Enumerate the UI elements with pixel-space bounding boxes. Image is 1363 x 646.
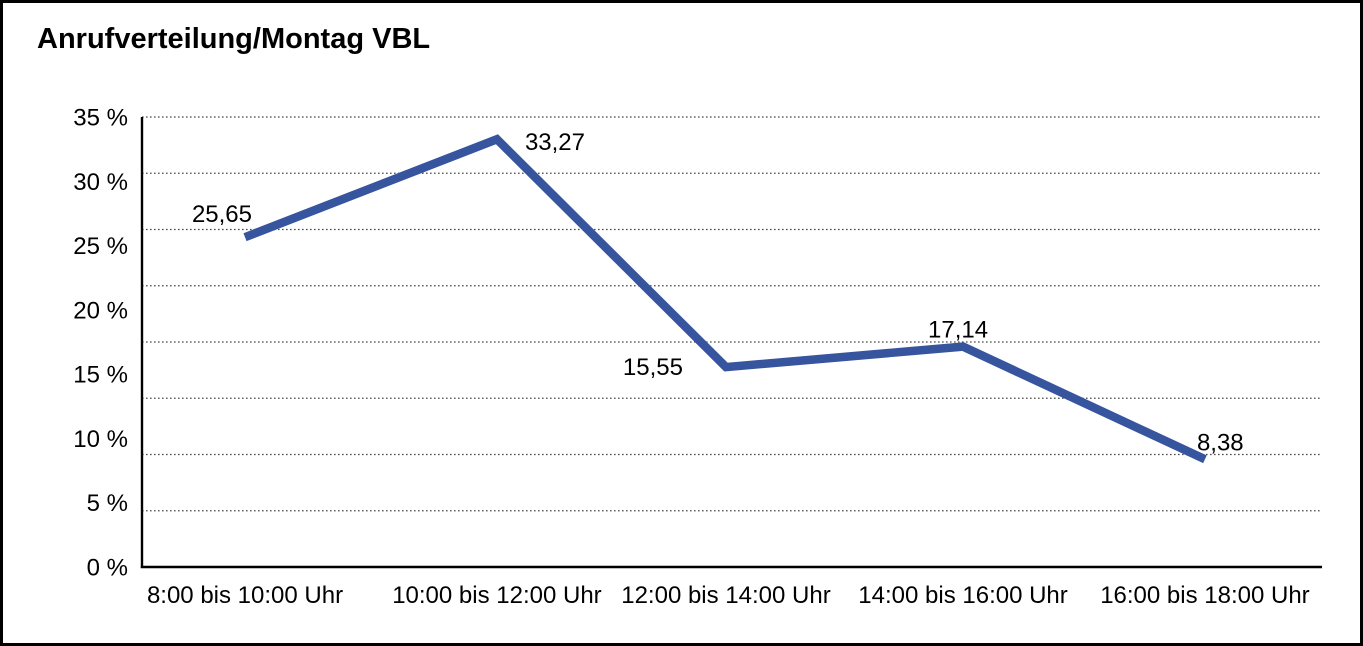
data-point-value-label: 8,38 — [1197, 429, 1244, 456]
y-axis-tick-label: 10 % — [73, 426, 128, 453]
y-axis-tick-label: 35 % — [73, 105, 128, 132]
data-point-value-label: 33,27 — [525, 129, 585, 156]
x-axis-category-label: 14:00 bis 16:00 Uhr — [858, 582, 1067, 609]
x-axis-category-label: 8:00 bis 10:00 Uhr — [147, 582, 343, 609]
x-axis-category-label: 16:00 bis 18:00 Uhr — [1100, 582, 1309, 609]
data-series-line — [243, 134, 1207, 464]
y-axis-tick-label: 0 % — [87, 555, 128, 582]
chart-title: Anrufverteilung/Montag VBL — [37, 23, 431, 55]
data-point-value-label: 25,65 — [192, 201, 252, 228]
x-axis-category-label: 12:00 bis 14:00 Uhr — [621, 582, 830, 609]
data-point-value-label: 15,55 — [623, 354, 683, 381]
y-axis-tick-label: 5 % — [87, 490, 128, 517]
y-axis-tick-label: 30 % — [73, 169, 128, 196]
data-point-value-label: 17,14 — [928, 317, 988, 344]
x-axis-category-label: 10:00 bis 12:00 Uhr — [392, 582, 601, 609]
y-axis-tick-label: 25 % — [73, 233, 128, 260]
y-axis-tick-label: 20 % — [73, 297, 128, 324]
y-axis-tick-label: 15 % — [73, 362, 128, 389]
